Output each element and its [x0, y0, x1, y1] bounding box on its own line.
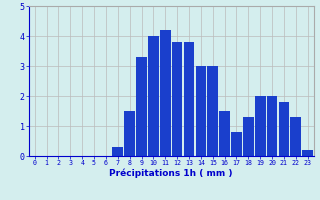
- Bar: [207, 66, 218, 156]
- Bar: [196, 66, 206, 156]
- Bar: [255, 96, 266, 156]
- Bar: [231, 132, 242, 156]
- Bar: [160, 30, 171, 156]
- Bar: [112, 147, 123, 156]
- Bar: [124, 111, 135, 156]
- Bar: [243, 117, 254, 156]
- Bar: [136, 57, 147, 156]
- Bar: [291, 117, 301, 156]
- X-axis label: Précipitations 1h ( mm ): Précipitations 1h ( mm ): [109, 169, 233, 178]
- Bar: [267, 96, 277, 156]
- Bar: [172, 42, 182, 156]
- Bar: [184, 42, 194, 156]
- Bar: [219, 111, 230, 156]
- Bar: [302, 150, 313, 156]
- Bar: [279, 102, 289, 156]
- Bar: [148, 36, 159, 156]
